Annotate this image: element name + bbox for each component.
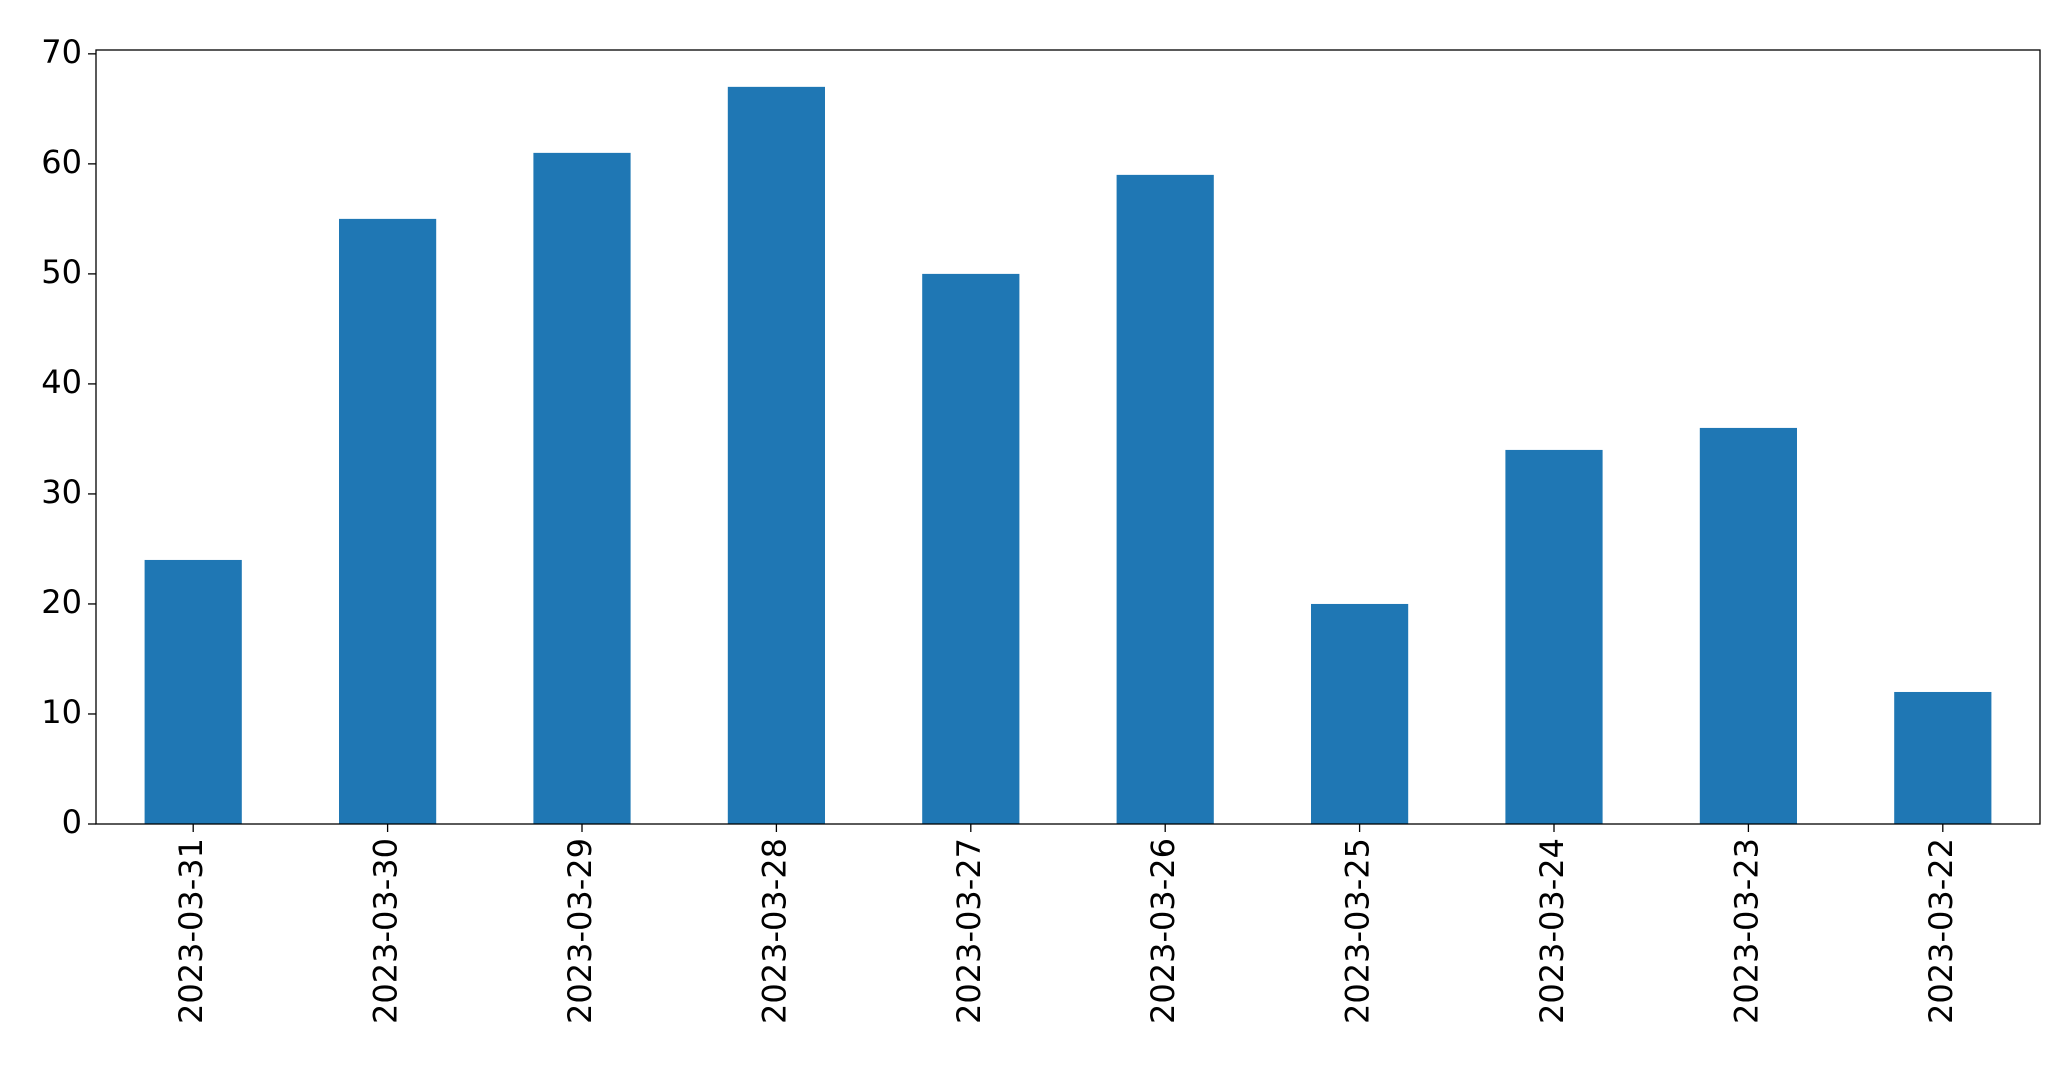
bar bbox=[922, 273, 1020, 824]
y-tick-label: 60 bbox=[41, 143, 82, 181]
y-tick-label: 70 bbox=[41, 33, 82, 71]
y-tick-label: 0 bbox=[62, 803, 82, 841]
bar bbox=[144, 559, 242, 824]
x-tick-label: 2023-03-27 bbox=[950, 838, 988, 1024]
y-tick-label: 10 bbox=[41, 693, 82, 731]
bar bbox=[727, 86, 825, 825]
y-tick-label: 50 bbox=[41, 253, 82, 291]
bar bbox=[1699, 427, 1797, 824]
x-tick-label: 2023-03-25 bbox=[1339, 838, 1377, 1024]
x-tick-label: 2023-03-26 bbox=[1144, 838, 1182, 1024]
plot-frame bbox=[95, 49, 2041, 825]
x-tick-label: 2023-03-30 bbox=[367, 838, 405, 1024]
x-tick-label: 2023-03-23 bbox=[1727, 838, 1765, 1024]
x-tick-label: 2023-03-22 bbox=[1922, 838, 1960, 1024]
bar bbox=[1116, 174, 1214, 824]
bar bbox=[339, 218, 437, 824]
bar bbox=[1894, 691, 1992, 824]
bar bbox=[1311, 603, 1409, 824]
x-tick-label: 2023-03-29 bbox=[561, 838, 599, 1024]
bar bbox=[533, 152, 631, 824]
bar bbox=[1505, 449, 1603, 824]
x-tick-label: 2023-03-31 bbox=[172, 838, 210, 1024]
x-tick-label: 2023-03-28 bbox=[755, 838, 793, 1024]
y-tick-label: 40 bbox=[41, 363, 82, 401]
x-tick-label: 2023-03-24 bbox=[1533, 838, 1571, 1024]
y-tick-label: 20 bbox=[41, 583, 82, 621]
y-tick-label: 30 bbox=[41, 473, 82, 511]
